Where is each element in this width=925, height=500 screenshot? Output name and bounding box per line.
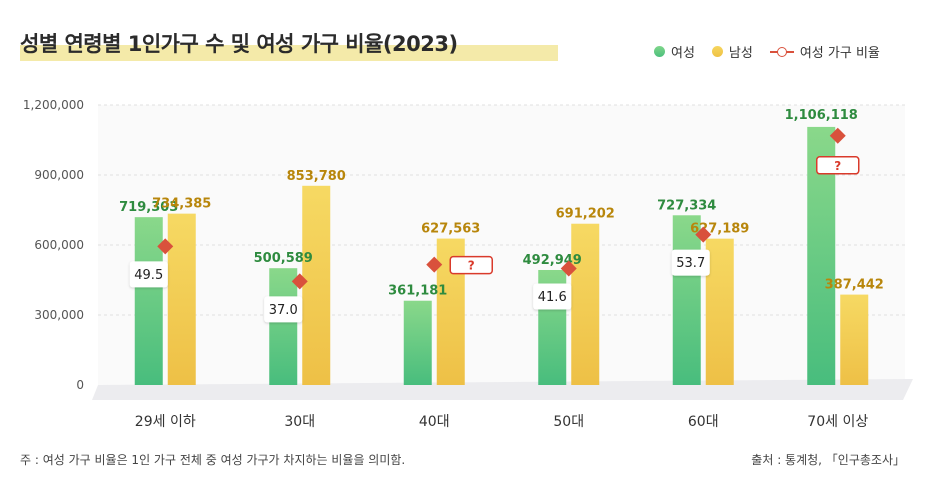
bar-male <box>571 223 600 385</box>
bar-male <box>167 213 196 385</box>
ratio-label: ? <box>468 259 475 273</box>
footnote: 주 : 여성 가구 비율은 1인 가구 전체 중 여성 가구가 차지하는 비율을… <box>20 453 406 467</box>
data-label-male: 734,385 <box>152 197 211 212</box>
legend-male-swatch <box>711 46 723 57</box>
ratio-label-box <box>816 156 860 175</box>
x-tick-label: 29세 이하 <box>135 414 196 430</box>
ratio-marker <box>291 273 308 290</box>
y-tick-label: 300,000 <box>34 308 84 322</box>
legend-male-label: 남성 <box>728 46 753 61</box>
ratio-marker <box>426 256 443 273</box>
ratio-marker <box>695 226 712 243</box>
ratio-label-box <box>264 296 303 323</box>
y-tick-label: 0 <box>76 378 84 392</box>
legend-item-female: 여성 <box>654 42 695 61</box>
bar-male <box>302 185 331 385</box>
ratio-marker <box>157 238 174 255</box>
legend-female-label: 여성 <box>671 46 695 61</box>
ratio-label: 41.6 <box>538 290 567 305</box>
data-label-male: 691,202 <box>556 207 615 222</box>
legend-item-ratio: 여성 가구 비율 <box>769 42 880 61</box>
legend-item-male: 남성 <box>711 42 753 61</box>
data-label-female: 727,334 <box>657 198 716 213</box>
data-label-male: 853,780 <box>287 169 346 184</box>
ratio-label-box <box>671 249 710 276</box>
y-tick-label: 1,200,000 <box>23 98 84 112</box>
ratio-marker <box>560 260 577 277</box>
x-tick-label: 70세 이상 <box>807 414 868 430</box>
x-tick-label: 40대 <box>419 414 450 430</box>
bar-male <box>705 238 734 385</box>
legend-female-swatch <box>654 46 665 57</box>
data-label-female: 500,589 <box>254 251 313 266</box>
ratio-label-box <box>129 261 168 288</box>
title-block: 성별 연령별 1인가구 수 및 여성 가구 비율(2023) <box>20 28 558 61</box>
data-label-male: 387,442 <box>825 278 884 293</box>
y-tick-label: 600,000 <box>34 238 84 252</box>
chart-title: 성별 연령별 1인가구 수 및 여성 가구 비율(2023) <box>20 32 458 56</box>
source-note: 출처 : 통계청, 「인구총조사」 <box>751 453 905 467</box>
legend: 여성 남성 여성 가구 비율 <box>654 42 880 61</box>
y-tick-label: 900,000 <box>34 168 84 182</box>
ratio-label: 53.7 <box>676 256 705 271</box>
bar-male <box>840 294 869 385</box>
bar-female <box>134 217 163 385</box>
bar-female <box>269 268 298 385</box>
ratio-label: 49.5 <box>134 268 163 283</box>
bar-female <box>403 300 432 385</box>
x-tick-label: 60대 <box>688 414 719 430</box>
data-label-male: 627,563 <box>421 222 480 237</box>
legend-ratio-marker <box>769 46 794 57</box>
ratio-label-box <box>533 283 572 310</box>
data-label-female: 1,106,118 <box>785 108 858 123</box>
ratio-label-box <box>449 255 493 275</box>
title-highlight <box>20 45 558 61</box>
data-label-female: 719,303 <box>119 200 178 215</box>
legend-ratio-label: 여성 가구 비율 <box>799 46 880 61</box>
x-tick-label: 30대 <box>284 414 315 430</box>
data-label-female: 361,181 <box>388 284 447 299</box>
ratio-label: ? <box>834 159 841 173</box>
bar-female <box>672 215 701 385</box>
ratio-label: 37.0 <box>269 303 298 318</box>
ratio-marker <box>829 127 846 144</box>
x-tick-label: 50대 <box>553 414 584 430</box>
